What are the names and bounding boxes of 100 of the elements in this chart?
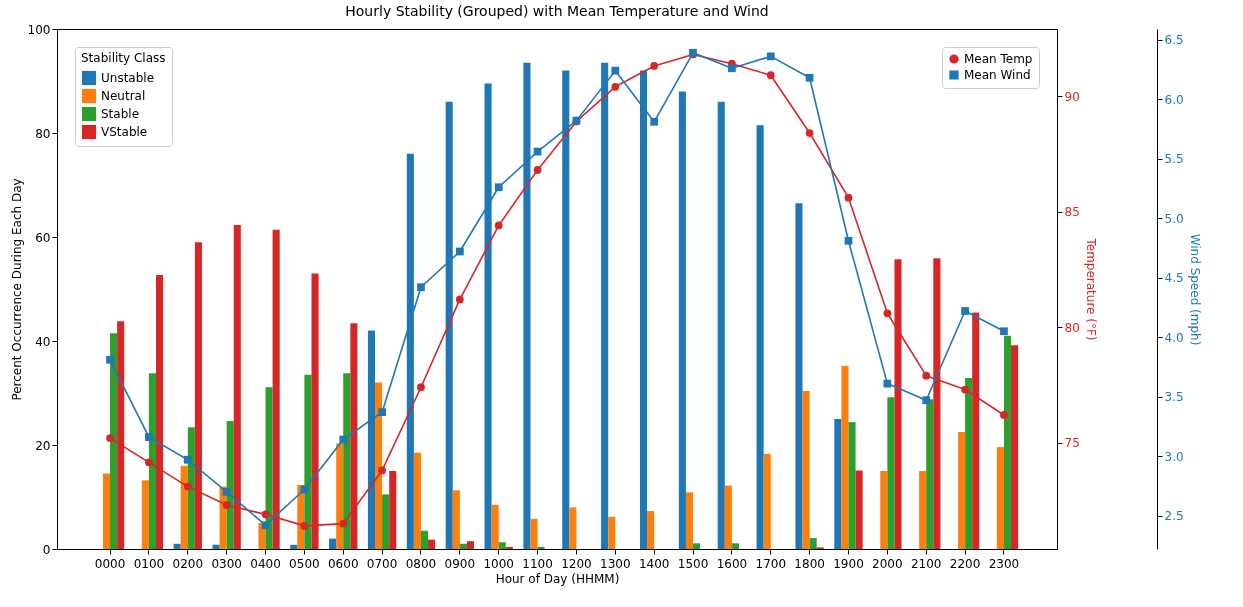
bar: [756, 125, 764, 549]
x-tick-label: 0600: [327, 556, 359, 571]
x-tick-label: 2000: [872, 556, 903, 571]
bar: [382, 494, 390, 549]
y3-axis-title: Wind Speed (mph): [1187, 233, 1202, 346]
y2-tick-label: 85: [1064, 205, 1080, 220]
point: [261, 510, 270, 519]
point: [922, 371, 931, 380]
point: [533, 166, 542, 174]
point: [339, 519, 348, 528]
legend-label: Stable: [101, 107, 140, 121]
point: [728, 64, 736, 73]
legend-label: Mean Wind: [964, 68, 1031, 82]
point: [145, 458, 153, 467]
point: [222, 501, 231, 509]
y-axis-title: Percent Occurrence During Each Day: [9, 178, 24, 401]
point: [883, 309, 892, 318]
legend-label: VStable: [101, 125, 148, 139]
y-tick-label: 20: [35, 438, 51, 453]
bar: [466, 541, 475, 549]
point: [766, 71, 775, 80]
y2-tick-label: 90: [1064, 89, 1080, 104]
x-tick-label: 1200: [561, 556, 592, 571]
legend-title: Stability Class: [81, 51, 166, 65]
bar: [608, 516, 616, 549]
x-tick-label: 0700: [366, 556, 398, 571]
y3-tick-label: 4.0: [1164, 330, 1184, 345]
bar: [880, 471, 888, 549]
bar: [180, 465, 188, 549]
y3-tick-label: 6.5: [1164, 33, 1184, 48]
chart-title: Hourly Stability (Grouped) with Mean Temperature and Wind: [345, 3, 769, 19]
point: [300, 522, 309, 530]
point: [766, 52, 775, 61]
point: [417, 383, 425, 392]
point: [455, 247, 464, 256]
x-tick-label: 2100: [910, 556, 942, 571]
bar: [887, 397, 895, 549]
x-tick-label: 1300: [600, 556, 631, 571]
y2-axis-title: Temperature (°F): [1083, 237, 1098, 341]
point: [378, 466, 386, 475]
bar: [731, 543, 739, 549]
x-tick-label: 1900: [833, 556, 864, 571]
bar: [717, 101, 725, 549]
y-tick-label: 40: [35, 334, 51, 349]
x-tick-label: 0400: [250, 556, 281, 571]
x-tick-label: 0100: [133, 556, 165, 571]
point: [1000, 411, 1008, 419]
y-tick-label: 100: [27, 22, 51, 37]
bar: [148, 373, 157, 549]
x-axis-title: Hour of Day (HHMM): [495, 571, 620, 586]
y3-tick-label: 3.5: [1164, 390, 1184, 405]
x-tick-label: 0300: [211, 556, 242, 571]
y-tick-label: 80: [35, 126, 51, 141]
x-tick-label: 0500: [289, 556, 320, 571]
x-tick-label: 1100: [522, 556, 553, 571]
y3-tick-label: 2.5: [1164, 509, 1184, 524]
point: [339, 435, 348, 444]
bar: [110, 333, 118, 549]
bar: [537, 546, 545, 549]
x-tick-label: 1000: [483, 556, 514, 571]
point: [222, 488, 231, 496]
x-tick-label: 1700: [755, 556, 787, 571]
legend-label: Mean Temp: [964, 52, 1033, 66]
bar: [855, 470, 863, 549]
bar: [226, 421, 234, 549]
x-tick-label: 0900: [444, 556, 476, 571]
y3-tick-label: 5.0: [1164, 211, 1184, 226]
bar: [505, 546, 513, 549]
bar: [375, 382, 383, 549]
bar: [420, 530, 429, 549]
legend-label: Neutral: [101, 89, 146, 103]
bar: [848, 422, 856, 549]
bar: [212, 544, 220, 549]
point: [844, 236, 853, 245]
point: [494, 221, 503, 230]
bar: [834, 419, 842, 549]
y3-tick-label: 6.0: [1164, 92, 1184, 107]
bar: [926, 399, 934, 549]
bar: [763, 453, 771, 549]
bar: [724, 485, 732, 549]
x-tick-label: 0000: [94, 556, 126, 571]
point: [844, 193, 853, 202]
point: [883, 379, 892, 388]
x-tick-label: 2300: [988, 556, 1020, 571]
point: [417, 283, 425, 292]
point: [650, 117, 659, 126]
x-tick-label: 1500: [677, 556, 709, 571]
bar: [459, 543, 467, 549]
bar: [452, 490, 460, 549]
bar: [336, 443, 344, 549]
point: [1000, 327, 1008, 336]
bar: [141, 480, 149, 549]
point: [650, 62, 659, 70]
point: [183, 482, 192, 491]
x-tick-label: 1800: [794, 556, 825, 571]
point: [494, 183, 503, 192]
x-tick-label: 2200: [949, 556, 981, 571]
bar: [996, 447, 1004, 549]
x-tick-label: 0200: [172, 556, 204, 571]
bar: [919, 471, 927, 549]
